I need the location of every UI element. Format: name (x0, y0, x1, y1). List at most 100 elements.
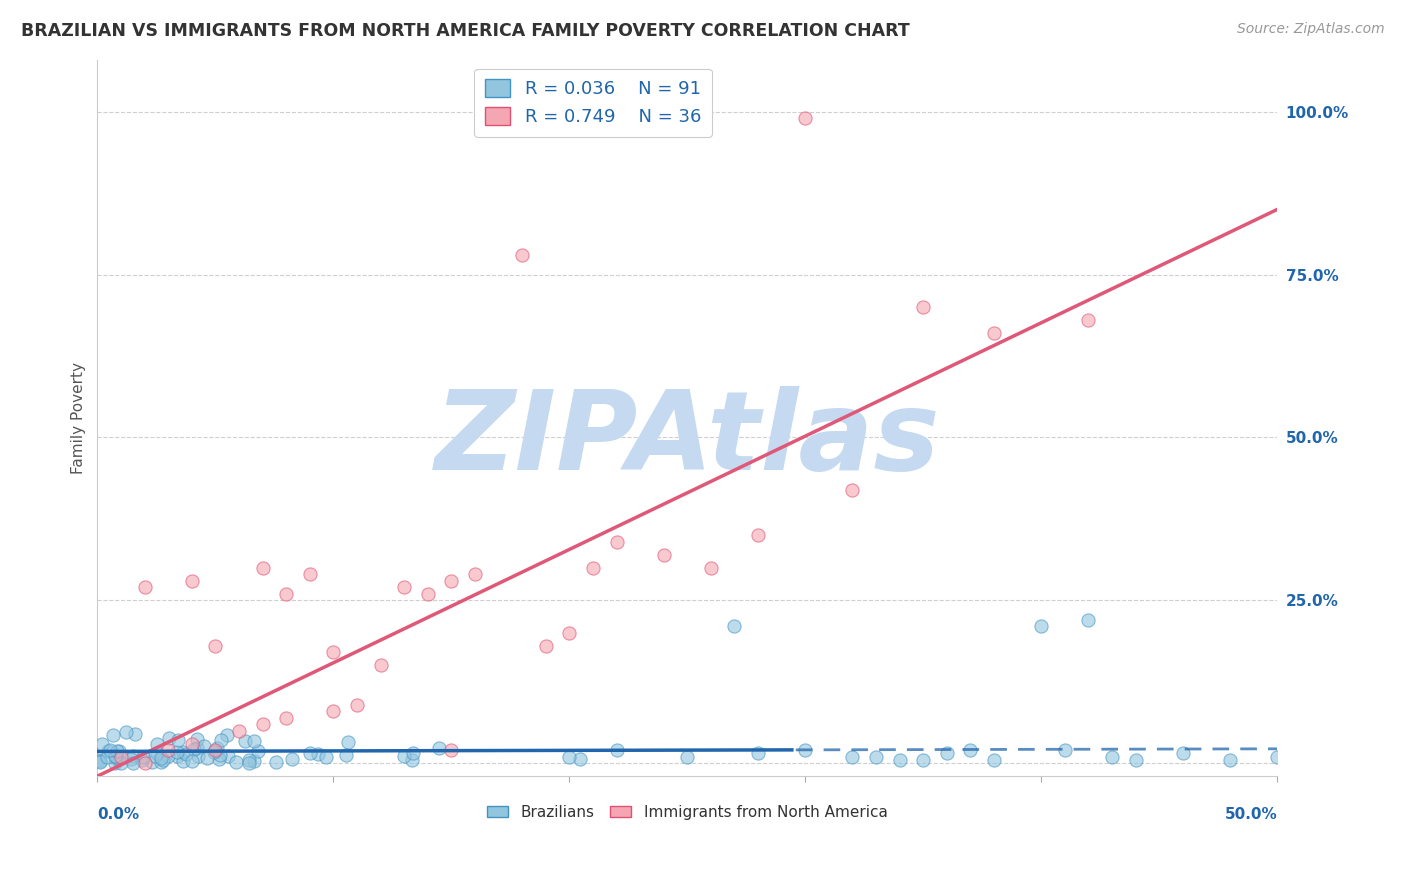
Point (336, 735, 359, 749)
Point (209, 732, 232, 747)
Point (510, 248, 533, 262)
Point (122, 756, 145, 770)
Point (180, 737, 202, 751)
Point (243, 754, 266, 768)
Point (150, 755, 173, 769)
Point (134, 756, 156, 771)
Point (676, 749, 699, 764)
Point (841, 749, 863, 764)
Point (416, 587, 439, 601)
Text: 50.0%: 50.0% (1225, 806, 1277, 822)
Point (1053, 743, 1076, 757)
Text: ZIPAtlas: ZIPAtlas (434, 386, 941, 493)
Point (569, 752, 592, 766)
Point (346, 698, 368, 712)
Point (605, 743, 627, 757)
Point (97, 744, 120, 758)
Point (534, 639, 557, 653)
Point (217, 749, 239, 764)
Point (204, 639, 226, 653)
Point (252, 717, 274, 731)
Point (983, 326, 1005, 341)
Point (225, 756, 247, 770)
Point (87, 753, 110, 767)
Point (105, 752, 128, 766)
Point (243, 733, 266, 747)
Point (149, 751, 172, 765)
Point (134, 580, 156, 594)
Point (298, 567, 321, 582)
Point (440, 574, 463, 588)
Point (89, 756, 111, 770)
Point (558, 749, 581, 764)
Text: Source: ZipAtlas.com: Source: ZipAtlas.com (1237, 22, 1385, 37)
Point (172, 754, 194, 768)
Point (186, 732, 208, 747)
Point (228, 723, 250, 738)
Point (89, 754, 111, 768)
Point (96, 750, 118, 764)
Point (1101, 749, 1123, 764)
Point (217, 728, 239, 742)
Point (172, 745, 194, 759)
Point (1219, 753, 1241, 767)
Point (180, 574, 202, 588)
Point (912, 300, 935, 314)
Point (280, 752, 302, 766)
Point (723, 619, 745, 633)
Point (747, 528, 769, 542)
Point (108, 744, 131, 758)
Point (959, 743, 981, 757)
Point (110, 749, 132, 764)
Point (187, 749, 209, 764)
Point (174, 747, 197, 761)
Point (1077, 313, 1099, 327)
Point (181, 755, 204, 769)
Point (122, 749, 145, 764)
Text: 0.0%: 0.0% (97, 806, 139, 822)
Point (91, 737, 114, 751)
Point (205, 741, 228, 756)
Point (652, 548, 675, 562)
Point (141, 755, 163, 769)
Point (1031, 619, 1053, 633)
Point (1125, 753, 1147, 767)
Point (157, 731, 180, 745)
Point (193, 739, 215, 753)
Point (401, 753, 423, 767)
Point (889, 753, 911, 767)
Point (146, 738, 169, 752)
Point (252, 560, 274, 574)
Point (299, 746, 322, 760)
Point (238, 753, 260, 767)
Point (700, 560, 723, 574)
Point (202, 745, 225, 759)
Point (104, 756, 127, 770)
Point (264, 755, 287, 769)
Point (114, 724, 136, 739)
Point (935, 747, 957, 761)
Point (156, 749, 179, 764)
Legend: Brazilians, Immigrants from North America: Brazilians, Immigrants from North Americ… (481, 798, 894, 826)
Point (558, 625, 581, 640)
Point (794, 743, 817, 757)
Point (104, 749, 127, 764)
Point (440, 743, 463, 757)
Point (582, 560, 605, 574)
Point (105, 744, 128, 758)
Point (605, 534, 627, 549)
Point (370, 658, 392, 673)
Point (152, 753, 174, 767)
Point (101, 728, 124, 742)
Point (276, 710, 298, 724)
Point (124, 727, 146, 741)
Point (209, 747, 232, 762)
Point (247, 744, 270, 758)
Point (208, 752, 231, 766)
Point (166, 745, 188, 759)
Point (335, 747, 357, 762)
Point (322, 645, 344, 659)
Point (98, 743, 121, 757)
Point (166, 749, 188, 764)
Point (204, 743, 226, 757)
